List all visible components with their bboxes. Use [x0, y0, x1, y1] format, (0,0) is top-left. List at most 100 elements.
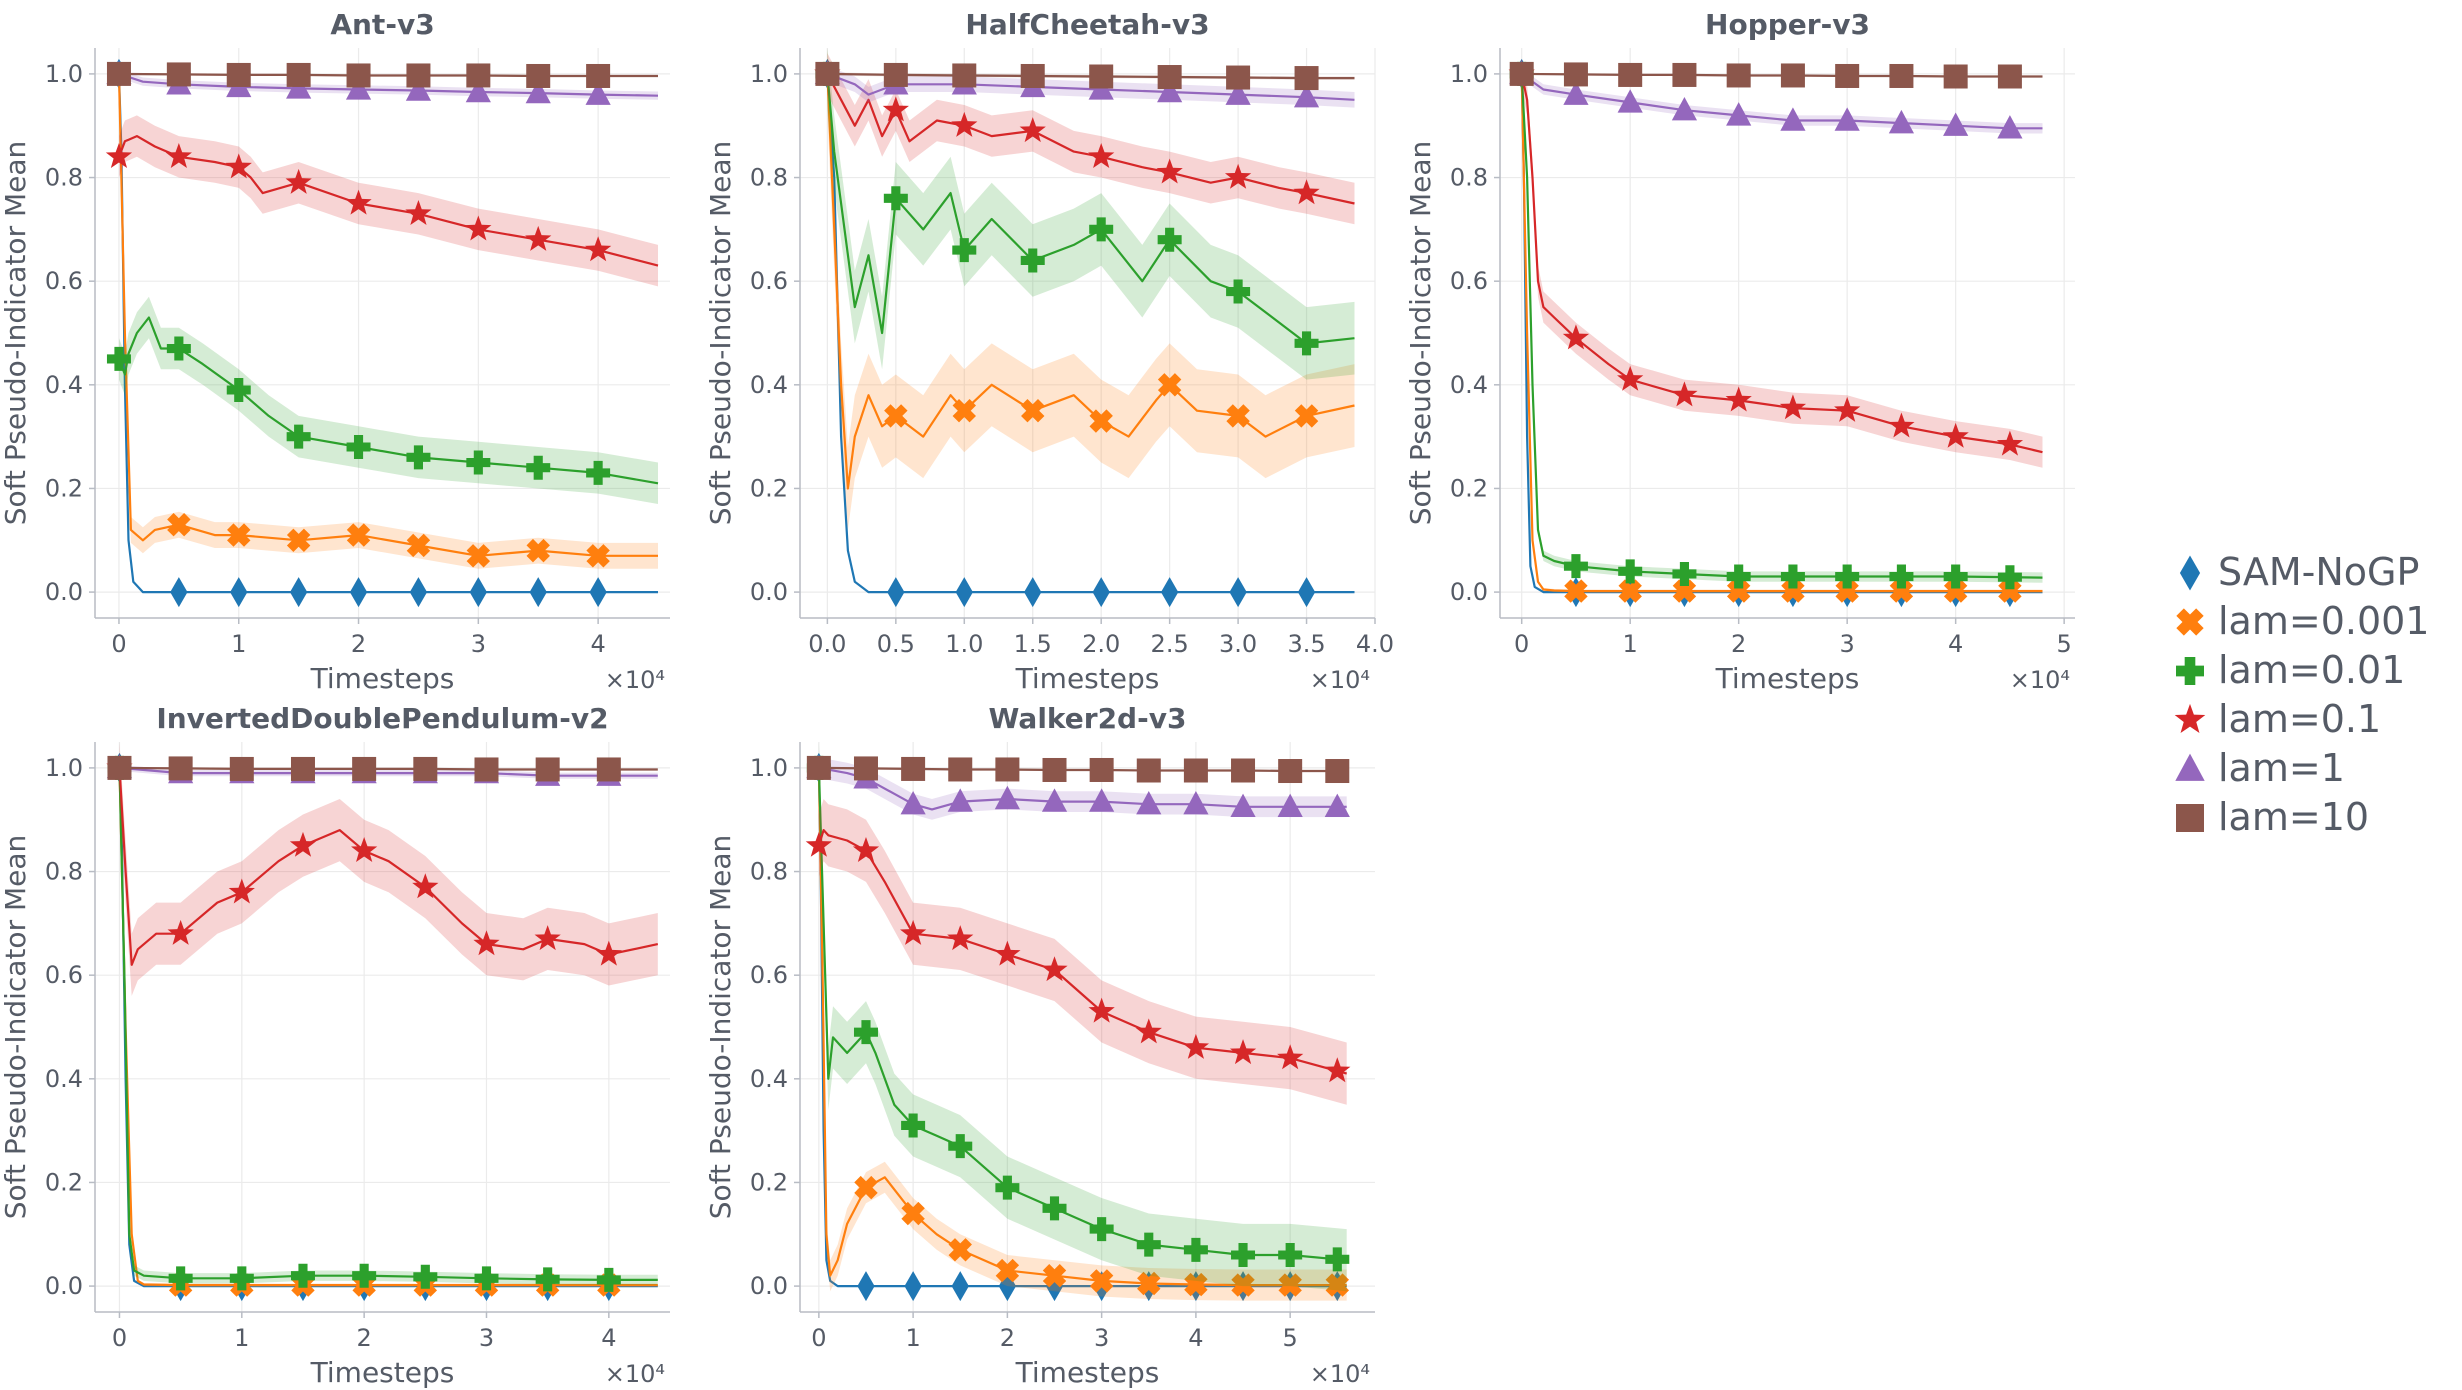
- x-axis-label: Timesteps: [1015, 1356, 1160, 1389]
- marker-diamond: [1092, 577, 1110, 608]
- y-tick-label: 0.2: [1450, 474, 1488, 502]
- marker-triangle: [345, 76, 372, 100]
- marker-square: [806, 755, 831, 780]
- legend-marker-x: [2176, 608, 2204, 636]
- marker-triangle: [1834, 107, 1860, 131]
- marker-star: [1156, 158, 1183, 184]
- marker-star: [1019, 117, 1046, 143]
- confidence-band: [818, 742, 1347, 1292]
- marker-square: [535, 757, 560, 782]
- marker-star: [465, 215, 492, 241]
- marker-square: [107, 755, 132, 780]
- marker-square: [596, 757, 621, 782]
- marker-star: [882, 96, 909, 122]
- marker-star: [1088, 997, 1115, 1023]
- panel-title: Walker2d-v3: [989, 702, 1187, 735]
- marker-triangle: [1183, 790, 1209, 815]
- legend: SAM-NoGP lam=0.001 lam=0.01 lam=0.1 lam=1 lam…: [2174, 550, 2430, 839]
- y-tick-label: 0.8: [750, 858, 788, 886]
- panel-halfcheetah: 0.0 0.2 0.4 0.6 0.8 1.0 0.0 0.5 1.0 1.5 2.0 2.5 3.0 3…: [704, 8, 1394, 695]
- marker-x: [526, 538, 550, 563]
- marker-plus: [1889, 564, 1914, 589]
- y-tick-label: 0.4: [750, 1065, 788, 1093]
- marker-x: [1672, 579, 1697, 603]
- series-line: [1520, 73, 2043, 593]
- marker-star: [351, 837, 378, 862]
- marker-plus: [535, 1267, 560, 1292]
- series-sam-nogp: [1513, 58, 2043, 608]
- y-tick-label: 0.4: [1450, 371, 1488, 399]
- marker-square: [586, 63, 611, 88]
- marker-square: [815, 61, 840, 86]
- confidence-band: [119, 296, 658, 504]
- marker-square: [1042, 757, 1067, 782]
- x-tick-label: 0.5: [877, 630, 915, 658]
- y-tick-label: 0.6: [750, 267, 788, 295]
- marker-star: [1277, 1044, 1304, 1070]
- y-tick-label: 0.2: [45, 1168, 83, 1196]
- x-axis-multiplier: ×10⁴: [605, 1360, 665, 1388]
- legend-item-lam-10: lam=10: [2176, 795, 2369, 839]
- marker-square: [1835, 63, 1860, 88]
- marker-x: [1157, 373, 1182, 397]
- legend-marker-plus: [2176, 657, 2204, 685]
- y-tick-label: 0.2: [750, 474, 788, 502]
- marker-star: [951, 111, 978, 137]
- marker-plus: [1780, 564, 1805, 589]
- marker-square: [1780, 63, 1805, 88]
- marker-plus: [1618, 559, 1643, 584]
- marker-x: [227, 523, 251, 547]
- marker-x: [1618, 579, 1642, 603]
- marker-plus: [883, 186, 908, 211]
- confidence-band: [818, 757, 1347, 820]
- series-lam-10: [806, 755, 1350, 784]
- marker-x: [1781, 579, 1805, 603]
- marker-star: [1725, 386, 1752, 412]
- marker-square: [229, 756, 254, 781]
- marker-triangle: [1277, 793, 1303, 817]
- x-tick-label: 3: [1094, 1324, 1109, 1352]
- marker-diamond: [1229, 577, 1247, 608]
- series-line: [817, 828, 1347, 1075]
- marker-diamond: [469, 577, 487, 608]
- marker-x: [1325, 1273, 1350, 1297]
- y-axis-label: Soft Pseudo-Indicator Mean: [0, 835, 32, 1220]
- marker-square: [1618, 62, 1643, 87]
- marker-plus: [1943, 564, 1968, 589]
- series-line: [119, 766, 658, 771]
- marker-square: [406, 63, 431, 88]
- y-tick-label: 0.8: [45, 858, 83, 886]
- marker-diamond: [857, 1271, 875, 1302]
- marker-square: [1997, 64, 2022, 89]
- marker-square: [1294, 66, 1319, 91]
- marker-star: [1562, 324, 1590, 350]
- marker-star: [525, 225, 552, 251]
- marker-diamond: [230, 577, 248, 608]
- marker-x: [1042, 1264, 1067, 1288]
- confidence-band: [818, 799, 1347, 1105]
- marker-plus: [229, 1266, 254, 1291]
- legend-item-lam-0-1: lam=0.1: [2174, 697, 2381, 741]
- legend-marker-triangle: [2175, 753, 2205, 781]
- marker-star: [1088, 143, 1115, 168]
- x-tick-label: 0: [1514, 630, 1529, 658]
- marker-star: [1135, 1018, 1162, 1044]
- marker-plus: [1563, 554, 1588, 579]
- marker-triangle: [900, 790, 926, 815]
- marker-triangle: [525, 79, 551, 104]
- marker-square: [1563, 62, 1588, 87]
- marker-plus: [413, 1264, 438, 1289]
- y-tick-label: 1.0: [750, 754, 788, 782]
- y-tick-label: 1.0: [45, 60, 83, 88]
- y-tick-label: 1.0: [750, 60, 788, 88]
- y-tick-label: 0.8: [1450, 164, 1488, 192]
- legend-item-lam-0-001: lam=0.001: [2176, 599, 2430, 643]
- x-axis-multiplier: ×10⁴: [1310, 1360, 1370, 1388]
- marker-star: [994, 940, 1021, 966]
- marker-plus: [1136, 1232, 1161, 1257]
- series-lam-10: [106, 61, 658, 88]
- y-tick-label: 0.6: [45, 961, 83, 989]
- marker-star: [1041, 956, 1068, 982]
- marker-x: [1278, 1273, 1302, 1297]
- marker-square: [346, 63, 371, 88]
